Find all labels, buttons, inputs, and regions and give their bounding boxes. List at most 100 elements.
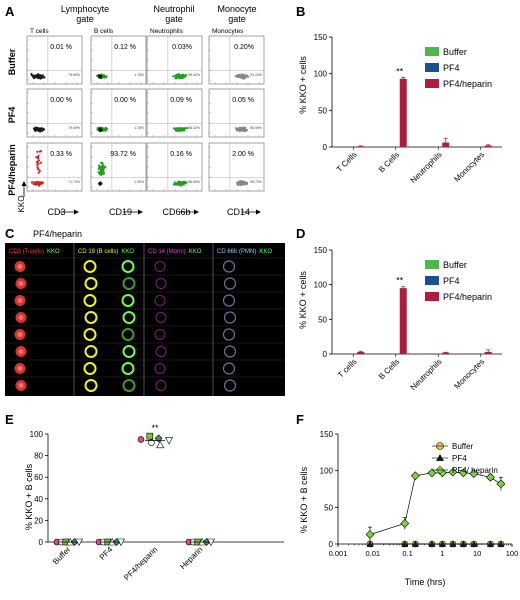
panel-letter-f: F (296, 412, 304, 427)
flow-event-dot (180, 128, 183, 131)
x-tick-label: T cells (336, 357, 359, 380)
flow-event-dot (238, 128, 241, 131)
panel-letter-a: A (5, 4, 15, 19)
cell-image-cd14 (154, 295, 166, 306)
cell-image-cd66b (223, 311, 237, 324)
x-tick-label: T Cells (335, 150, 359, 174)
data-point-pf4-heparin (496, 479, 506, 489)
flow-event-dot (37, 162, 40, 165)
panel-letter-e: E (5, 412, 14, 427)
cell-image-cd19 (84, 379, 98, 392)
data-point-pf4-heparin (486, 472, 495, 482)
cell-image-kko (121, 328, 135, 341)
flow-plot-r1-c2: 0.09 % 98.42% (146, 88, 203, 138)
cell-image-cd66b (222, 294, 236, 307)
flow-event-dot (35, 156, 38, 159)
flow-event-dot (236, 74, 239, 77)
panel-letter-b: B (296, 4, 305, 19)
flow-percentage: 0.09 % (170, 97, 192, 104)
flow-event-dot (31, 181, 34, 184)
flow-event-dot (35, 160, 39, 164)
cell-image-cd66b (222, 328, 236, 341)
legend-f-marker-pf4 (436, 454, 444, 461)
flow-plot-r0-c1: 0.12 % 1.78% (90, 35, 147, 85)
gate-title-neutrophil-2: gate (165, 14, 183, 24)
flow-event-dot (37, 75, 40, 79)
data-point-pf4 (497, 540, 505, 547)
subset-label-2: Neutrophils (150, 28, 184, 35)
panel-c-image-background (5, 243, 285, 396)
significance-annotation: ** (396, 276, 404, 286)
cell-image-cd19 (83, 260, 97, 273)
bar-pf4-heparin (442, 352, 450, 354)
x-tick-label: 100 (506, 549, 519, 558)
panel-c-headers: CD3 (T-cells) KKO CD 19 (B cells) KKO CD 1… (9, 249, 272, 255)
flow-percentage: 0.00 % (50, 97, 72, 104)
flow-event-dot (245, 74, 248, 77)
x-tick-label: Monocytes (452, 150, 486, 184)
flow-event-dot (245, 183, 248, 186)
legend-d-swatch-pf4-heparin (425, 292, 439, 301)
header-cd19-kko: KKO (121, 249, 134, 255)
flow-plot-r2-c0: 0.33 % 71.74% (26, 142, 83, 192)
data-point-pf4 (428, 540, 436, 547)
chart-f: % KKO + B cells Time (hrs) 0 50 100 150 0.00… (299, 430, 518, 587)
flow-event-dot (37, 159, 40, 162)
flow-event-dot (40, 76, 43, 79)
header-cd3: CD3 (T-cells) KKO (9, 249, 60, 255)
data-point-pf4 (411, 540, 419, 547)
flow-quadrant-pct: 98.42% (188, 73, 200, 77)
header-cd14-main: CD 14 (Mono) (148, 249, 186, 255)
significance-annotation: ** (396, 66, 404, 76)
flow-event-dot (178, 76, 181, 80)
flow-event-dot (172, 183, 175, 186)
flow-plot-r1-c0: 0.00 % 79.69% (26, 88, 83, 138)
flow-event-dot (33, 75, 36, 78)
flow-event-dot (103, 166, 106, 169)
x-axis-label-1: CD19 (109, 207, 132, 217)
cell-image-kko (122, 311, 136, 324)
cell-image-cd19 (83, 294, 97, 307)
flow-quadrant-pct: 71.74% (68, 180, 80, 184)
x-tick-label: B Cells (377, 357, 401, 381)
flow-event-dot (242, 183, 246, 186)
cell-image-cd3-core (17, 366, 23, 371)
flow-percentage: 0.01 % (50, 44, 72, 51)
y-tick-label: 60 (34, 473, 43, 482)
header-cd14: CD 14 (Mono) KKO (148, 249, 202, 255)
legend-b-label-pf4-heparin: PF4/heparin (443, 79, 492, 89)
data-point-pf4-heparin (400, 519, 410, 528)
flow-quadrant-pct: 91.15% (250, 73, 262, 77)
flow-event-dot (242, 127, 245, 130)
x-axis-arrow-head-0 (74, 209, 79, 215)
flow-event-dot (38, 73, 41, 77)
flow-event-dot (34, 183, 37, 186)
cell-image-cd14 (155, 278, 167, 289)
flow-percentage: 0.33 % (50, 151, 72, 158)
y-tick-label: 50 (318, 106, 327, 115)
flow-event-dot (97, 167, 100, 171)
data-point-pf4-heparin (469, 469, 479, 479)
data-point-pf4-heparin (365, 530, 375, 539)
flow-quadrant-pct: 98.95% (250, 126, 262, 130)
flow-percentage: 0.00 % (114, 97, 136, 104)
data-point-pf4-heparin (148, 439, 155, 446)
cell-image-kko (121, 362, 135, 375)
x-axis-label-3: CD14 (227, 207, 250, 217)
flow-plot-r0-c3: 0.20% 91.15% (208, 35, 265, 85)
row-label-pf4: PF4 (7, 107, 17, 124)
panel-c-title: PF4/heparin (33, 229, 82, 239)
flow-event-dot (40, 74, 43, 77)
gate-title-monocyte-2: gate (228, 14, 246, 24)
flow-event-dot (182, 74, 185, 77)
y-tick-label: 150 (314, 33, 328, 42)
flow-event-dot (236, 181, 239, 184)
y-tick-label: 0 (323, 350, 328, 359)
flow-event-dot (97, 171, 100, 174)
flow-event-dot (238, 180, 241, 183)
flow-event-dot (36, 150, 39, 153)
legend-b: Buffer PF4 PF4/heparin (425, 47, 492, 89)
y-tick-label: 40 (34, 495, 43, 504)
data-point-pf4-heparin (154, 434, 163, 443)
